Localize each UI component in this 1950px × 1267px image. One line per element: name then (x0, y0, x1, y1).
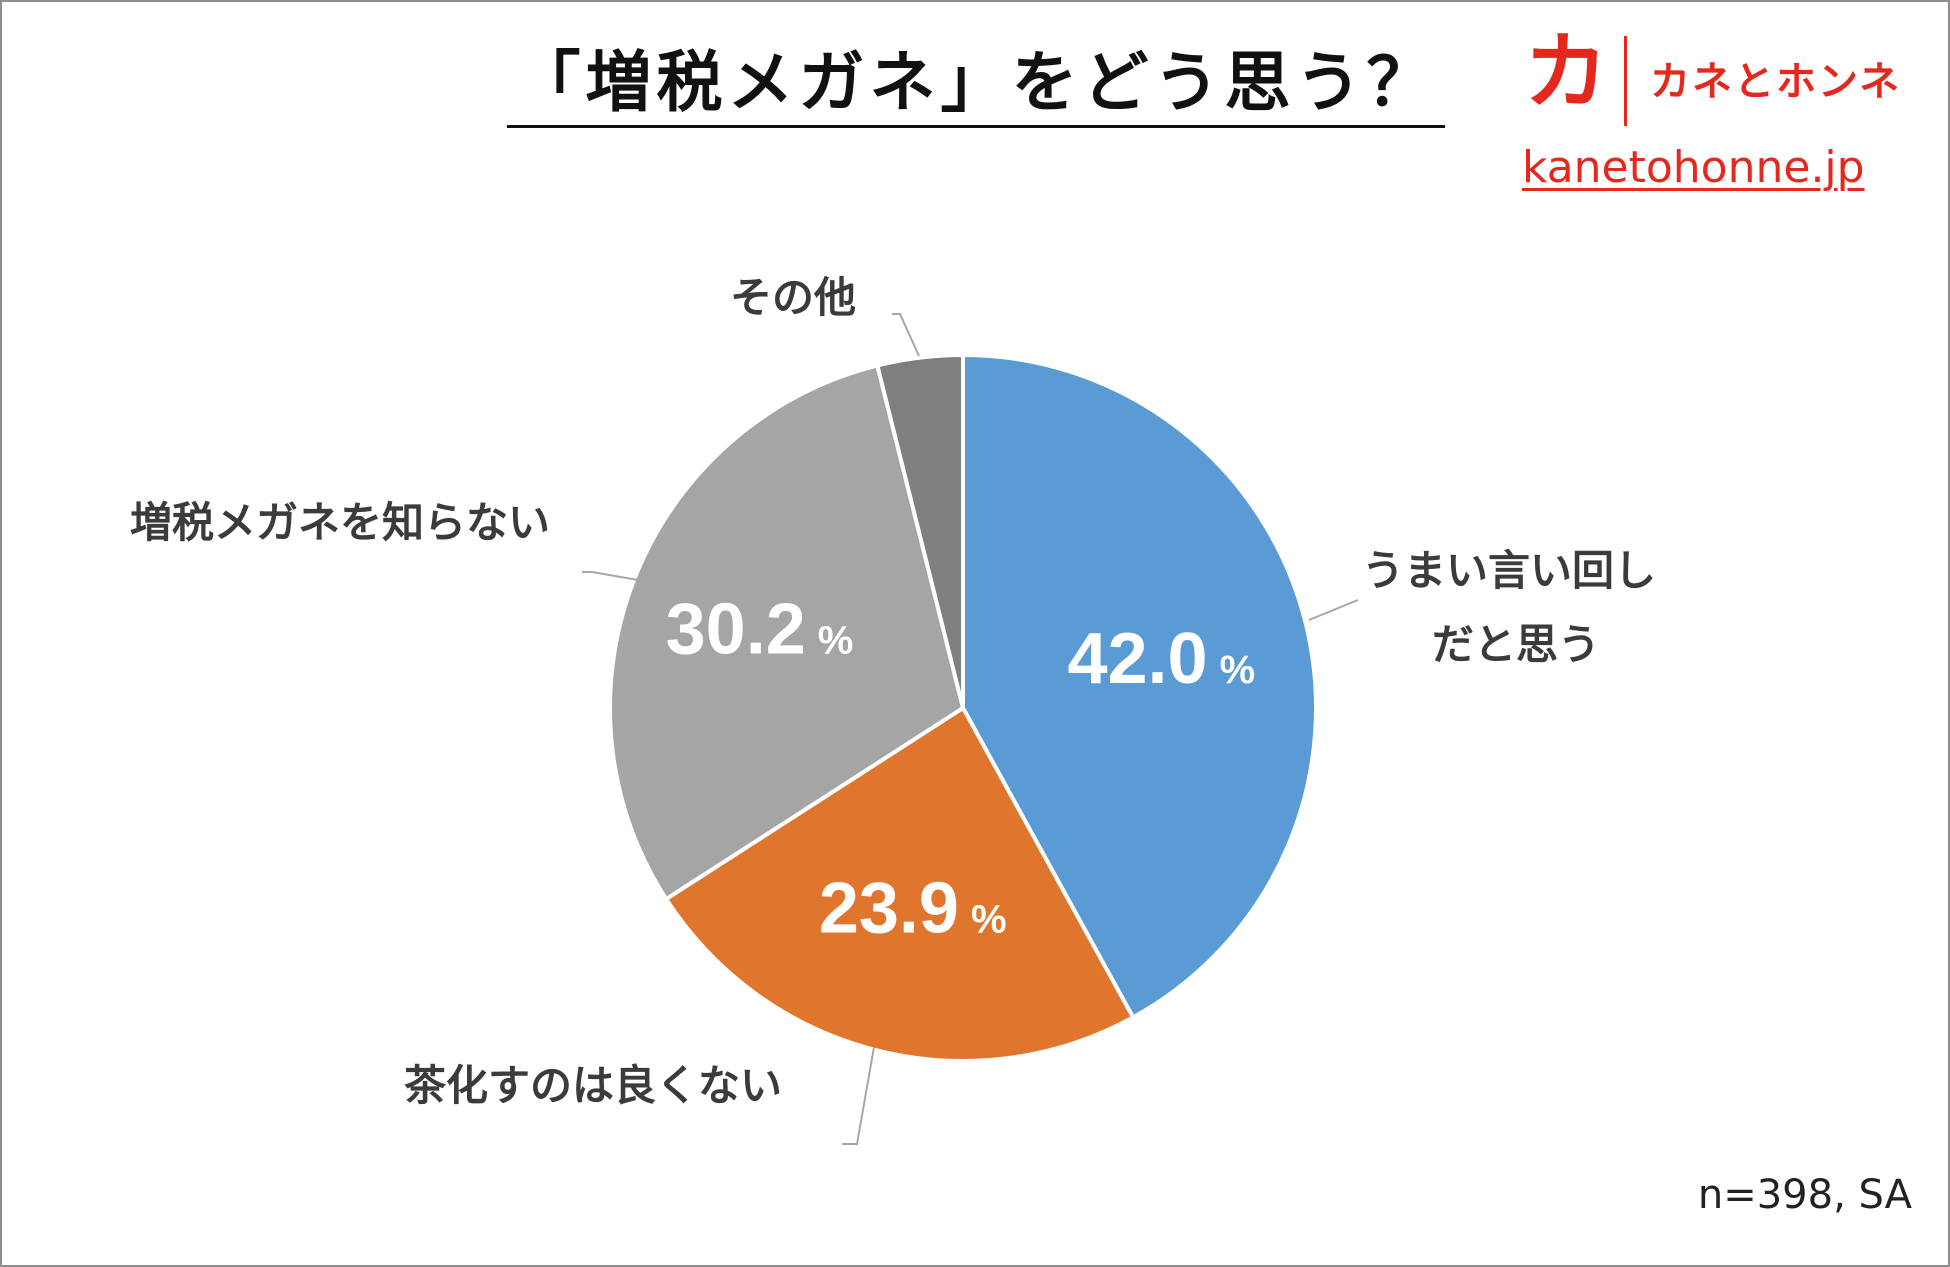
category-label: うまい言い回し (1362, 546, 1656, 595)
value-label: 30.2% (666, 589, 854, 669)
category-label: 茶化すのは良くない (404, 1061, 782, 1110)
category-label: だと思う (1432, 620, 1600, 669)
leader-line (842, 1046, 875, 1145)
value-label: 23.9% (819, 868, 1007, 948)
pie-slice (875, 353, 965, 710)
pie-slice (608, 363, 965, 902)
pie-slice (664, 706, 1136, 1063)
leader-line (1308, 599, 1359, 621)
logo-divider (1624, 36, 1627, 126)
title-underline (507, 125, 1445, 128)
leader-line (892, 313, 920, 357)
value-label: 42.0% (1067, 619, 1255, 699)
chart-title: 「増税メガネ」をどう思う？ (514, 44, 1438, 121)
category-label: その他 (730, 273, 856, 322)
logo-mark: カ (1524, 23, 1609, 121)
logo-url[interactable]: kanetohonne.jp (1522, 142, 1865, 193)
category-label: 増税メガネを知らない (130, 498, 550, 547)
sample-size-note: n=398, SA (1697, 1172, 1912, 1218)
logo-name: カネとホンネ (1650, 59, 1902, 105)
pie-slice (961, 353, 1318, 1020)
leader-line (582, 571, 639, 581)
